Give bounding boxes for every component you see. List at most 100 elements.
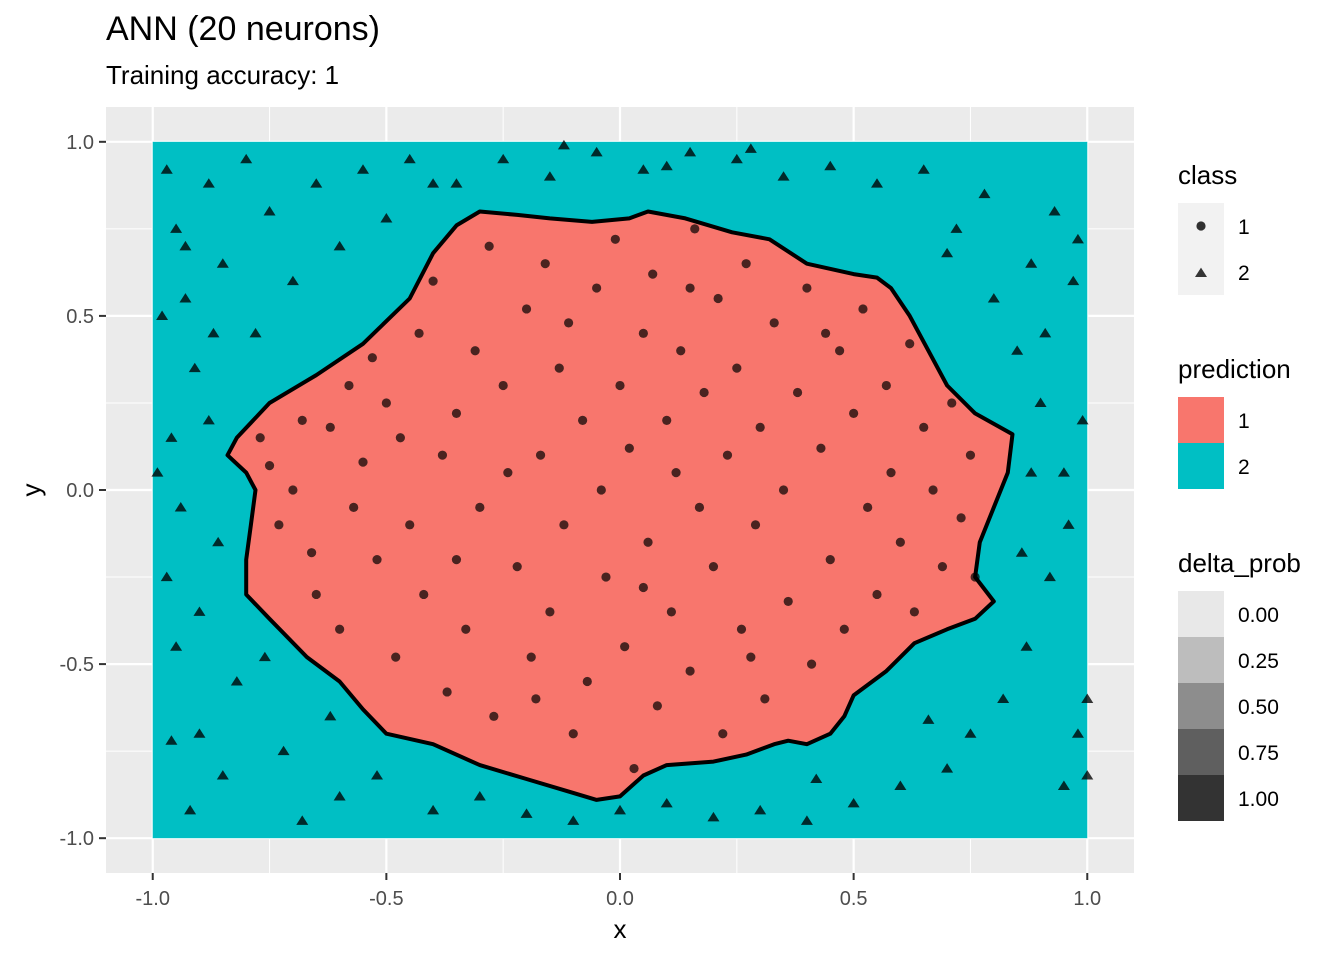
data-points (151, 139, 1094, 825)
point-class-1 (372, 555, 382, 565)
x-tick-label: -1.0 (135, 888, 169, 910)
point-class-1 (442, 687, 452, 697)
point-class-1 (461, 624, 471, 634)
legend-class-label: 1 (1238, 216, 1250, 239)
point-class-2 (1048, 206, 1061, 216)
point-class-2 (179, 293, 192, 303)
point-class-1 (545, 607, 555, 617)
legend-prediction-swatch (1178, 397, 1224, 443)
point-class-1 (905, 339, 915, 349)
legend-circle-icon (1196, 221, 1206, 231)
point-class-1 (629, 763, 639, 774)
point-class-1 (535, 450, 546, 460)
point-class-1 (564, 318, 574, 328)
point-class-1 (601, 572, 611, 582)
point-class-2 (310, 178, 323, 188)
point-class-1 (344, 380, 354, 391)
point-class-2 (202, 414, 215, 425)
point-class-2 (263, 206, 276, 216)
point-class-2 (170, 223, 183, 233)
point-class-1 (886, 467, 896, 478)
point-class-1 (620, 642, 630, 652)
point-class-1 (648, 269, 658, 279)
point-class-1 (755, 422, 765, 432)
point-class-1 (802, 283, 812, 293)
legend-delta-prob-swatch (1178, 591, 1224, 637)
point-class-2 (922, 714, 935, 724)
point-class-2 (1081, 770, 1094, 780)
y-tick-label: 0.0 (66, 480, 94, 502)
point-class-2 (684, 146, 697, 157)
point-class-2 (286, 275, 299, 286)
y-tick-label: 1.0 (66, 132, 94, 154)
point-class-2 (207, 327, 220, 338)
point-class-1 (778, 485, 789, 495)
point-class-2 (1071, 728, 1084, 738)
point-class-2 (660, 797, 673, 808)
point-class-1 (694, 502, 705, 513)
point-class-1 (624, 443, 634, 453)
legend-delta-prob-label: 0.75 (1238, 742, 1279, 765)
point-class-1 (578, 415, 588, 425)
point-class-2 (165, 735, 178, 745)
point-class-1 (839, 624, 849, 634)
legend-prediction-label: 2 (1238, 456, 1250, 479)
point-class-2 (557, 139, 570, 150)
point-class-2 (357, 164, 369, 174)
point-class-2 (744, 143, 757, 153)
point-class-1 (947, 398, 957, 408)
point-class-2 (1081, 693, 1094, 703)
point-class-1 (503, 467, 513, 478)
point-class-2 (371, 770, 384, 780)
point-class-1 (325, 422, 335, 432)
point-class-2 (333, 240, 346, 251)
point-class-1 (451, 555, 462, 565)
point-class-1 (909, 607, 919, 617)
point-class-1 (821, 328, 831, 338)
point-class-1 (498, 380, 508, 391)
legend-class-label: 2 (1238, 262, 1250, 285)
point-class-1 (349, 502, 359, 513)
point-class-1 (965, 450, 976, 460)
x-tick-label: 0.0 (606, 888, 634, 910)
point-class-1 (484, 241, 494, 251)
point-class-1 (391, 652, 401, 662)
point-class-2 (324, 710, 337, 721)
point-class-1 (531, 694, 541, 704)
x-tick-label: 0.5 (840, 888, 868, 910)
point-class-2 (188, 362, 201, 373)
point-class-2 (660, 160, 673, 171)
point-class-1 (592, 283, 602, 293)
point-class-1 (666, 607, 677, 617)
point-class-1 (297, 415, 307, 425)
point-class-1 (970, 572, 980, 582)
legend-delta-prob: delta_prob 0.00 0.25 0.50 0.75 1.00 (1178, 548, 1301, 821)
point-class-2 (277, 745, 290, 756)
point-class-1 (274, 520, 284, 530)
point-class-1 (428, 276, 438, 286)
decision-boundary (225, 209, 1015, 802)
point-class-1 (849, 408, 859, 418)
point-class-2 (240, 153, 253, 164)
point-class-1 (596, 485, 606, 495)
point-class-2 (160, 571, 173, 582)
point-class-1 (690, 224, 700, 234)
point-class-1 (335, 624, 345, 634)
point-class-2 (497, 153, 510, 164)
point-class-1 (512, 562, 522, 572)
point-class-2 (230, 676, 243, 686)
point-class-1 (881, 380, 891, 391)
point-class-2 (258, 651, 271, 662)
point-class-2 (777, 171, 790, 181)
legend-delta-prob-label: 0.00 (1238, 604, 1279, 627)
point-class-2 (1067, 275, 1080, 286)
point-class-2 (590, 146, 603, 157)
point-class-2 (520, 808, 533, 818)
legend-triangle-icon (1195, 267, 1207, 278)
point-class-2 (894, 780, 907, 791)
point-class-2 (997, 693, 1010, 703)
point-class-2 (403, 153, 416, 164)
x-tick-label: -0.5 (369, 888, 403, 910)
point-class-1 (582, 676, 592, 687)
